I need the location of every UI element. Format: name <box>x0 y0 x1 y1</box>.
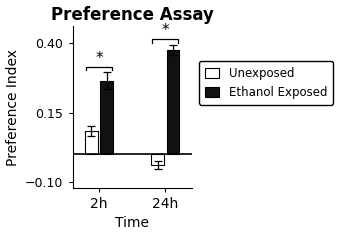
Bar <box>167 50 180 155</box>
Text: *: * <box>95 51 103 66</box>
Title: Preference Assay: Preference Assay <box>51 6 214 24</box>
Bar <box>151 155 164 165</box>
X-axis label: Time: Time <box>115 216 149 230</box>
Text: *: * <box>162 23 169 38</box>
Bar <box>100 81 113 155</box>
Bar <box>85 131 98 155</box>
Legend: Unexposed, Ethanol Exposed: Unexposed, Ethanol Exposed <box>199 61 333 105</box>
Y-axis label: Preference Index: Preference Index <box>5 49 20 166</box>
